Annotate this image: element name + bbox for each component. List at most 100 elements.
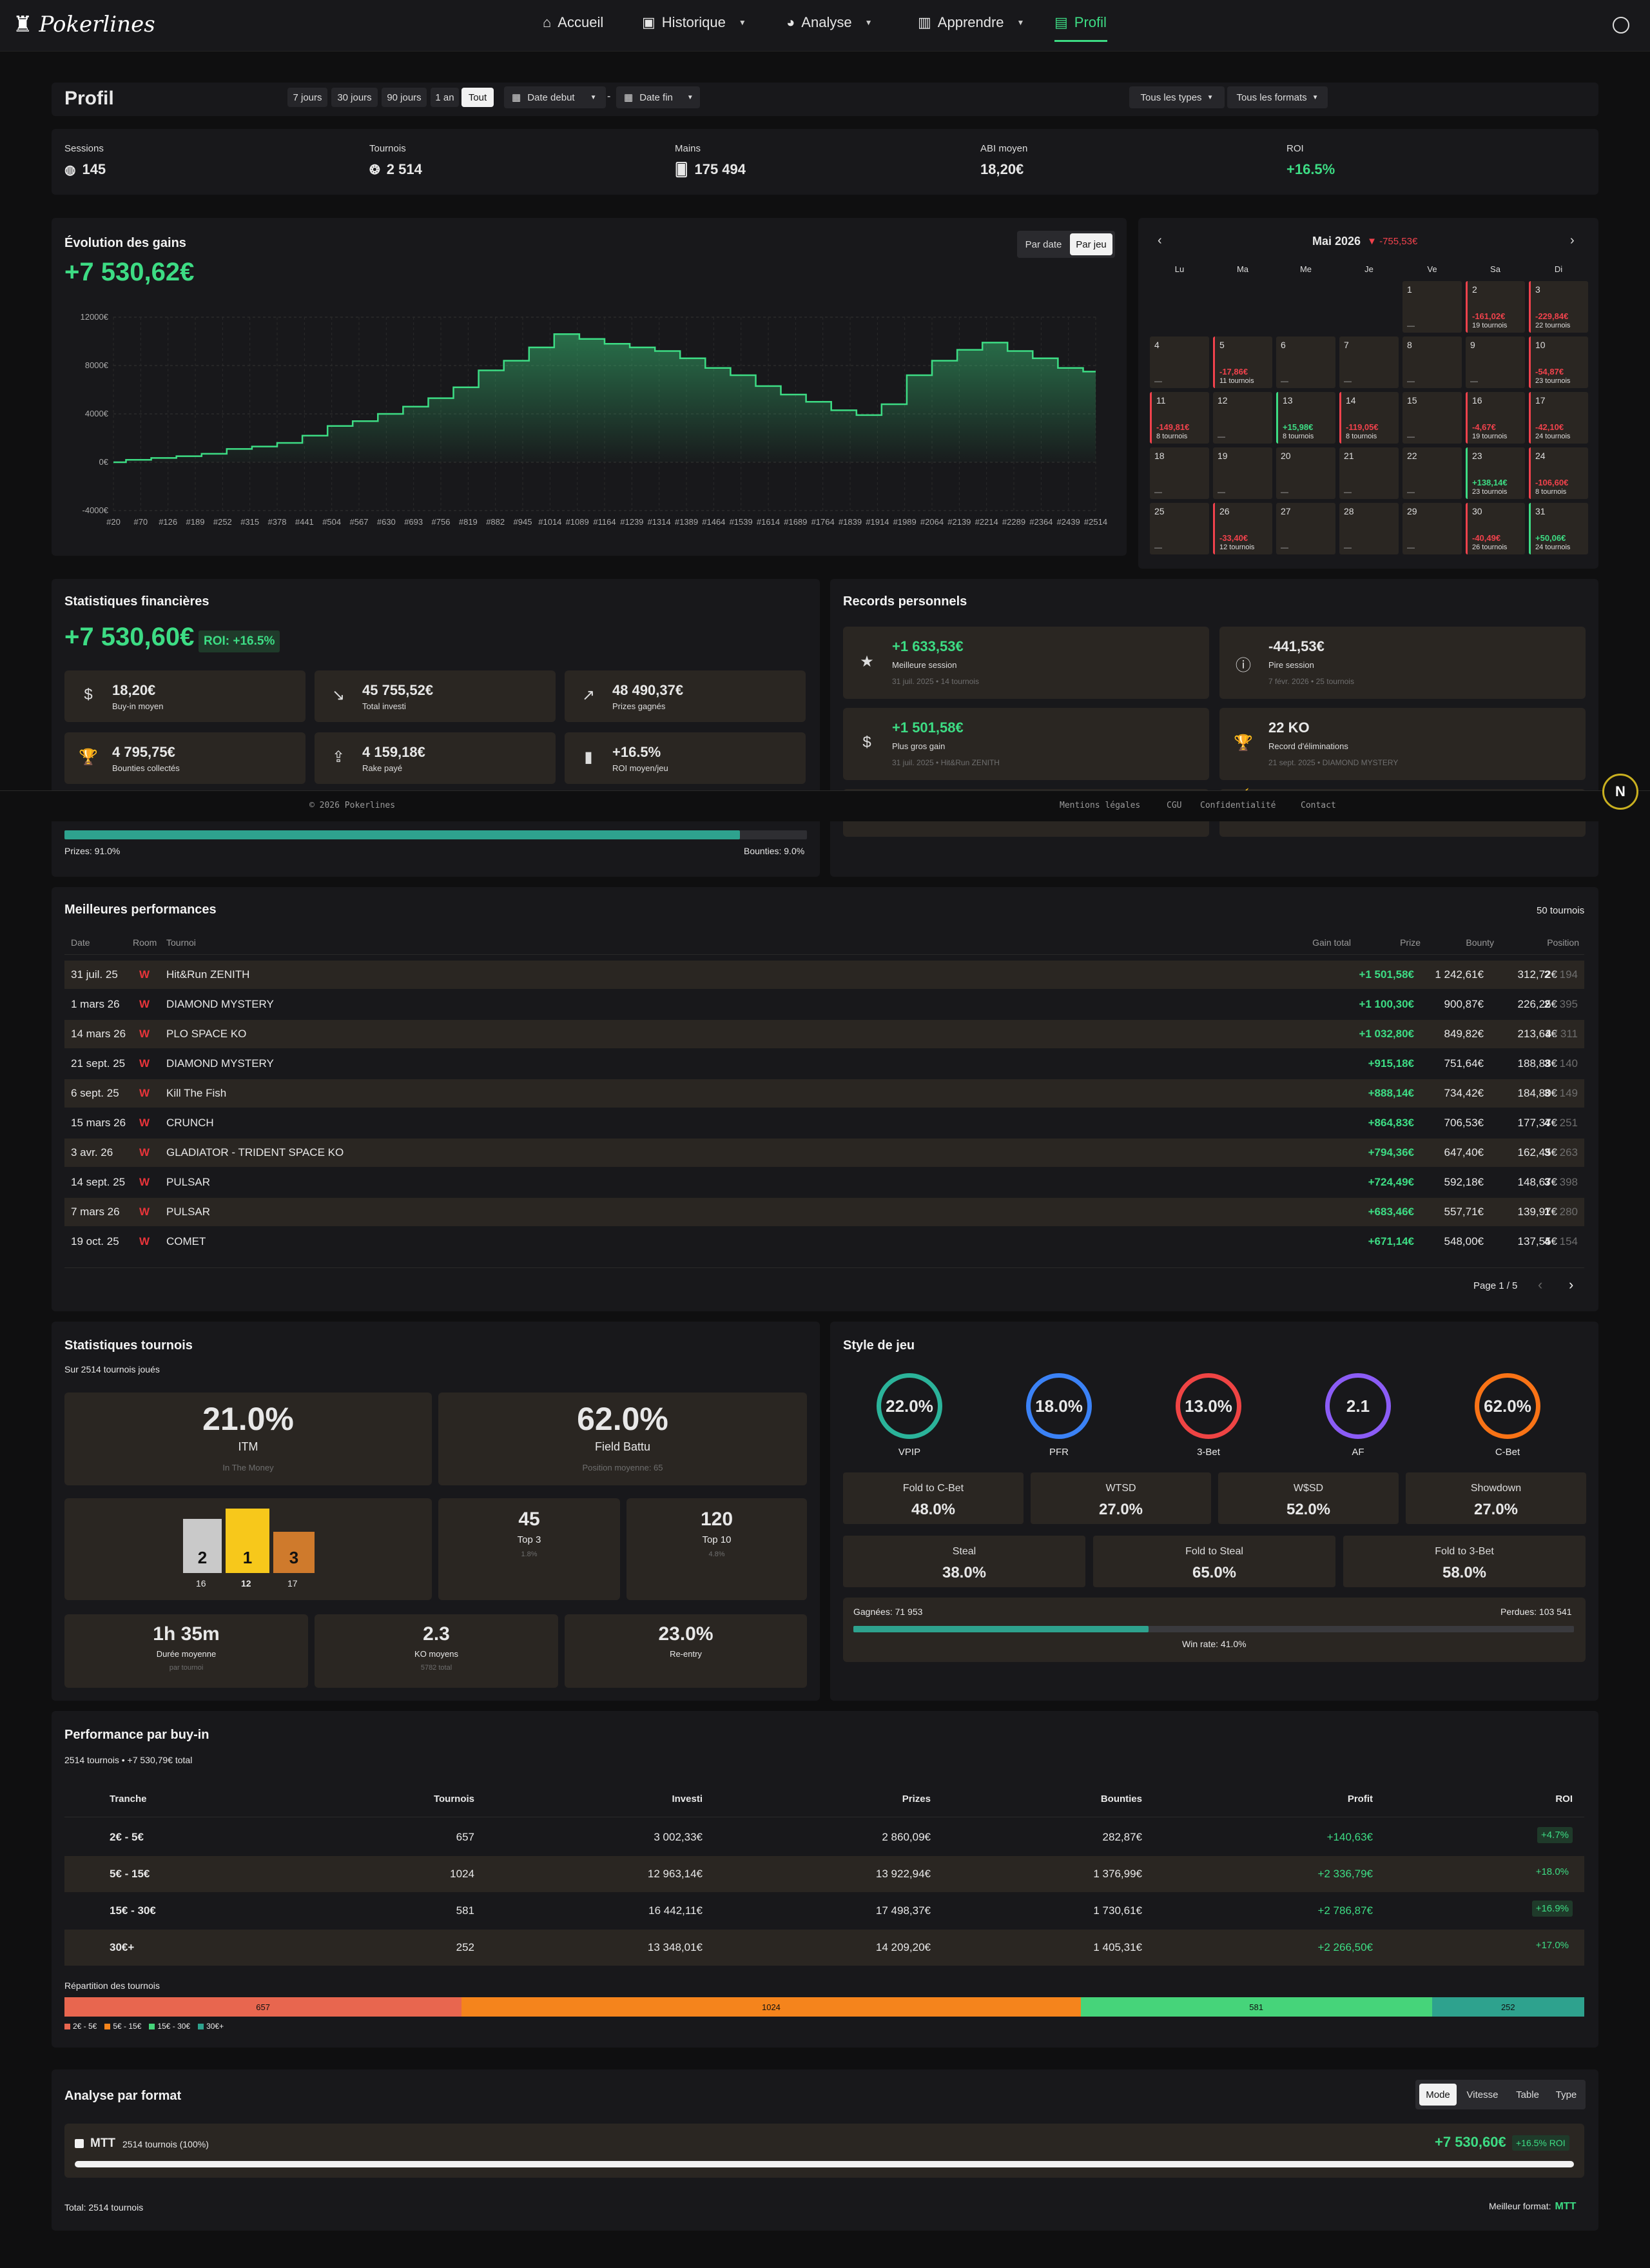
calendar-day[interactable]: 13 +15,98€ 8 tournois bbox=[1276, 392, 1335, 444]
calendar-day[interactable]: 3 -229,84€ 22 tournois bbox=[1529, 281, 1588, 333]
calendar-day[interactable]: 30 -40,49€ 26 tournois bbox=[1466, 503, 1525, 554]
x-tick-label: #315 bbox=[240, 517, 259, 527]
x-tick-label: #378 bbox=[268, 517, 287, 527]
table-row[interactable]: 15€ - 30€ 581 16 442,11€ 17 498,37€ 1 730,61… bbox=[64, 1893, 1584, 1929]
calendar-day[interactable]: 25 — bbox=[1150, 503, 1209, 554]
footer-confidentialite[interactable]: Confidentialité bbox=[1200, 801, 1276, 810]
table-row[interactable]: 30€+ 252 13 348,01€ 14 209,20€ 1 405,31€ +2 2… bbox=[64, 1930, 1584, 1966]
calendar-next[interactable]: › bbox=[1570, 233, 1575, 248]
row-date: 1 mars 26 bbox=[71, 998, 120, 1010]
nav-historique[interactable]: ▣ Historique ▼ bbox=[642, 14, 746, 31]
calendar-day[interactable]: 27 — bbox=[1276, 503, 1335, 554]
footer-contact[interactable]: Contact bbox=[1301, 801, 1336, 810]
finance-stat-value: 18,20€ bbox=[112, 682, 156, 698]
calendar-day-number: 23 bbox=[1472, 451, 1482, 461]
logo[interactable]: ♜ Pokerlines bbox=[13, 12, 155, 37]
calendar-day[interactable]: 12 — bbox=[1213, 392, 1272, 444]
calendar-day[interactable]: 31 +50,06€ 24 tournois bbox=[1529, 503, 1588, 554]
row-position: 3 / 149 bbox=[1544, 1087, 1578, 1100]
table-row[interactable]: 31 juil. 25 W Hit&Run ZENITH +1 501,58€ 1 24… bbox=[64, 961, 1584, 989]
format-tab-mode[interactable]: Mode bbox=[1419, 2084, 1457, 2106]
table-row[interactable]: 15 mars 26 W CRUNCH +864,83€ 706,53€ 177,37€ 4… bbox=[64, 1109, 1584, 1137]
toggle-par-date[interactable]: Par date bbox=[1025, 239, 1062, 250]
field-card: 62.0% Field Battu Position moyenne: 65 bbox=[438, 1393, 807, 1485]
calendar-day[interactable]: 4— bbox=[1150, 337, 1209, 388]
calendar-day[interactable]: 11 -149,81€ 8 tournois bbox=[1150, 392, 1209, 444]
floating-assistant-icon[interactable]: N bbox=[1602, 774, 1638, 810]
calendar-day[interactable]: 28 — bbox=[1339, 503, 1399, 554]
buyin-col-header: ROI bbox=[1555, 1794, 1573, 1804]
types-select[interactable]: Tous les types ▼ bbox=[1129, 86, 1225, 108]
calendar-day[interactable]: 17 -42,10€ 24 tournois bbox=[1529, 392, 1588, 444]
x-tick-label: #189 bbox=[186, 517, 205, 527]
format-tab-table[interactable]: Table bbox=[1516, 2089, 1539, 2100]
date-end-picker[interactable]: ▦ Date fin ▼ bbox=[616, 86, 700, 108]
calendar-day[interactable]: 22 — bbox=[1402, 447, 1462, 499]
footer-cgu[interactable]: CGU bbox=[1167, 801, 1182, 810]
mains-number: 175 494 bbox=[694, 161, 746, 177]
style-gauge: 18.0% bbox=[1026, 1373, 1092, 1439]
calendar-day[interactable]: 20 — bbox=[1276, 447, 1335, 499]
calendar-day[interactable]: 21 — bbox=[1339, 447, 1399, 499]
table-row[interactable]: 2€ - 5€ 657 3 002,33€ 2 860,09€ 282,87€ +140,… bbox=[64, 1819, 1584, 1855]
table-row[interactable]: 3 avr. 26 W GLADIATOR - TRIDENT SPACE KO +7… bbox=[64, 1139, 1584, 1167]
toggle-par-jeu[interactable]: Par jeu bbox=[1070, 233, 1112, 255]
alert-icon: ⓘ bbox=[1236, 657, 1251, 674]
nav-analyse[interactable]: ◕ Analyse ▼ bbox=[786, 14, 872, 31]
nav-apprendre[interactable]: ▥ Apprendre ▼ bbox=[918, 14, 1024, 31]
range-7-jours[interactable]: 7 jours bbox=[287, 88, 327, 107]
nav-accueil[interactable]: ⌂ Accueil bbox=[543, 14, 603, 31]
calendar-day-empty: — bbox=[1154, 487, 1162, 496]
table-row[interactable]: 19 oct. 25 W COMET +671,14€ 548,00€ 137,55€ 4 … bbox=[64, 1227, 1584, 1256]
calendar-prev[interactable]: ‹ bbox=[1158, 233, 1162, 248]
calendar-day[interactable]: 18 — bbox=[1150, 447, 1209, 499]
calendar-day[interactable]: 29 — bbox=[1402, 503, 1462, 554]
row-bounty: 226,25€ bbox=[1517, 998, 1557, 1010]
format-tab-vitesse[interactable]: Vitesse bbox=[1466, 2089, 1499, 2100]
calendar-day[interactable]: 14 -119,05€ 8 tournois bbox=[1339, 392, 1399, 444]
page-next-icon[interactable]: › bbox=[1569, 1276, 1574, 1293]
calendar-day[interactable]: 5 -17,86€ 11 tournois bbox=[1213, 337, 1272, 388]
format-tab-type[interactable]: Type bbox=[1555, 2089, 1577, 2100]
table-row[interactable]: 14 sept. 25 W PULSAR +724,49€ 592,18€ 148,67€… bbox=[64, 1168, 1584, 1197]
calendar-day[interactable]: 26 -33,40€ 12 tournois bbox=[1213, 503, 1272, 554]
formats-select[interactable]: Tous les formats ▼ bbox=[1227, 86, 1328, 108]
table-row[interactable]: 1 mars 26 W DIAMOND MYSTERY +1 100,30€ 900,8… bbox=[64, 990, 1584, 1019]
calendar-day[interactable]: 1— bbox=[1402, 281, 1462, 333]
table-row[interactable]: 21 sept. 25 W DIAMOND MYSTERY +915,18€ 751,6… bbox=[64, 1050, 1584, 1078]
row-prize: 706,53€ bbox=[1444, 1117, 1484, 1129]
calendar-day[interactable]: 23 +138,14€ 23 tournois bbox=[1466, 447, 1525, 499]
calendar-day[interactable]: 8— bbox=[1402, 337, 1462, 388]
range-30-jours[interactable]: 30 jours bbox=[331, 88, 378, 107]
table-row[interactable]: 5€ - 15€ 1024 12 963,14€ 13 922,94€ 1 376,99… bbox=[64, 1856, 1584, 1892]
top10-card: 120 Top 10 4.8% bbox=[626, 1498, 807, 1600]
duration-sub: par tournoi bbox=[169, 1664, 204, 1672]
calendar-day[interactable]: 16 -4,67€ 19 tournois bbox=[1466, 392, 1525, 444]
calendar-day[interactable]: 10 -54,87€ 23 tournois bbox=[1529, 337, 1588, 388]
range-tout[interactable]: Tout bbox=[461, 88, 494, 107]
style-gauge: 13.0% bbox=[1176, 1373, 1241, 1439]
bi-roi: +16.9% bbox=[1531, 1901, 1573, 1917]
calendar-day[interactable]: 6— bbox=[1276, 337, 1335, 388]
table-row[interactable]: 14 mars 26 W PLO SPACE KO +1 032,80€ 849,82€… bbox=[64, 1020, 1584, 1048]
user-icon[interactable] bbox=[1613, 17, 1629, 34]
calendar-day[interactable]: 19 — bbox=[1213, 447, 1272, 499]
calendar-day-number: 17 bbox=[1535, 395, 1546, 406]
page-prev-icon[interactable]: ‹ bbox=[1538, 1276, 1543, 1293]
range-90-jours[interactable]: 90 jours bbox=[382, 88, 427, 107]
nav-profil[interactable]: ▤ Profil bbox=[1054, 14, 1107, 31]
chevron-down-icon: ▼ bbox=[864, 18, 873, 27]
table-row[interactable]: 6 sept. 25 W Kill The Fish +888,14€ 734,42€ 1… bbox=[64, 1079, 1584, 1108]
calendar-day[interactable]: 7— bbox=[1339, 337, 1399, 388]
date-start-picker[interactable]: ▦ Date debut ▼ bbox=[504, 86, 606, 108]
calendar-day[interactable]: 2 -161,02€ 19 tournois bbox=[1466, 281, 1525, 333]
table-row[interactable]: 7 mars 26 W PULSAR +683,46€ 557,71€ 139,97€ 1 … bbox=[64, 1198, 1584, 1226]
range-1-an[interactable]: 1 an bbox=[431, 88, 459, 107]
calendar-day-number: 13 bbox=[1283, 395, 1293, 406]
finance-stat-card: ↗ 48 490,37€ Prizes gagnés bbox=[565, 670, 806, 722]
footer-mentions[interactable]: Mentions légales bbox=[1060, 801, 1141, 810]
calendar-day-count: 8 tournois bbox=[1283, 433, 1314, 440]
calendar-day[interactable]: 15 — bbox=[1402, 392, 1462, 444]
calendar-day[interactable]: 9— bbox=[1466, 337, 1525, 388]
calendar-day[interactable]: 24 -106,60€ 8 tournois bbox=[1529, 447, 1588, 499]
